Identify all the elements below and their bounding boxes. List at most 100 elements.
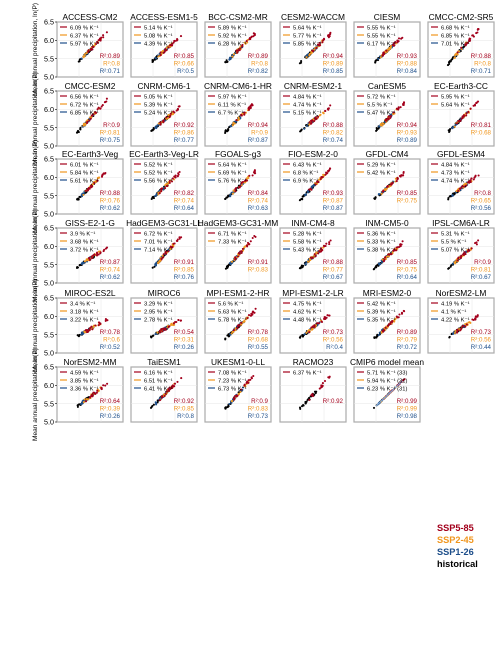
panel-title: CMCC-ESM2 <box>65 81 116 91</box>
data-point-ssp585 <box>89 326 92 330</box>
rate-label-ssp245: 6.85 % K⁻¹ <box>441 33 470 39</box>
rate-label-ssp245: 7.23 % K⁻¹ <box>218 378 247 384</box>
panel: CNRM-CM6-1 5.05 % K⁻¹ 5.39 % K⁻¹ 5.24 % K⁻¹… <box>130 81 198 147</box>
panel-title: CMCC-CM2-SR5 <box>429 12 494 22</box>
rate-label-ssp245: 2.95 % K⁻¹ <box>144 309 173 315</box>
y-tick-label: 6.0 <box>44 36 54 45</box>
rate-label-ssp245: 5.33 % K⁻¹ <box>367 239 396 245</box>
data-point-ssp585 <box>390 252 393 256</box>
data-point-ssp585 <box>402 309 405 312</box>
data-point-ssp585 <box>249 240 252 243</box>
data-point-ssp126 <box>451 194 454 197</box>
rate-label-ssp585: 3.4 % K⁻¹ <box>70 301 95 307</box>
data-point-ssp585 <box>325 242 328 245</box>
data-point-ssp245 <box>453 125 456 128</box>
rate-label-ssp585: 5.97 % K⁻¹ <box>218 94 247 100</box>
data-point-historical <box>151 334 154 337</box>
data-point-ssp585 <box>314 255 317 258</box>
data-points <box>447 239 480 270</box>
data-point-ssp585 <box>251 313 254 316</box>
data-point-ssp245 <box>231 55 234 58</box>
data-point-ssp585 <box>178 236 181 239</box>
data-point-ssp245 <box>381 122 384 125</box>
data-point-ssp585 <box>97 253 100 256</box>
data-point-ssp585 <box>253 311 256 314</box>
data-point-historical <box>300 60 303 63</box>
data-point-ssp585 <box>168 181 171 184</box>
panel-title: GISS-E2-1-G <box>65 218 115 228</box>
data-point-ssp585 <box>465 112 468 115</box>
rate-label-ssp585: 3.29 % K⁻¹ <box>144 301 173 307</box>
data-point-ssp585 <box>312 50 315 53</box>
panel: CMIP6 model mean 5.71 % K⁻¹ (33) 5.94 % K⁻… <box>350 357 424 423</box>
data-point-historical <box>451 56 454 59</box>
r2-label-ssp245: R²:0.76 <box>100 198 121 205</box>
rate-label-ssp245: 3.68 % K⁻¹ <box>70 239 99 245</box>
data-point-ssp585 <box>240 321 243 324</box>
r2-label-ssp245: R²:0.86 <box>174 130 195 137</box>
data-point-ssp585 <box>474 318 477 321</box>
data-point-ssp245 <box>394 177 397 180</box>
data-point-ssp585 <box>166 390 169 393</box>
data-point-historical <box>227 128 230 131</box>
panel: MRI-ESM2-0 5.42 % K⁻¹ 5.39 % K⁻¹ 5.35 % K⁻¹… <box>353 288 421 354</box>
data-point-ssp126 <box>80 57 83 60</box>
data-point-ssp585 <box>311 325 314 328</box>
data-point-ssp585 <box>320 248 323 251</box>
data-point-ssp245 <box>86 119 89 122</box>
rate-label-ssp585: 6.01 % K⁻¹ <box>70 162 99 168</box>
data-point-ssp585 <box>400 37 403 40</box>
data-point-ssp585 <box>386 185 389 188</box>
rate-label-ssp245: 4.1 % K⁻¹ <box>441 309 466 315</box>
y-axis-label: Mean annual precipitation, ln(P) <box>32 209 39 302</box>
rate-label-ssp126: 7.01 % K⁻¹ <box>441 41 470 47</box>
data-point-historical <box>304 402 307 405</box>
y-tick-label: 6.5 <box>44 155 54 164</box>
data-point-ssp585 <box>96 108 99 111</box>
data-point-ssp585 <box>402 102 405 105</box>
r2-label-ssp585: R²:0.82 <box>174 190 195 197</box>
data-point-ssp585 <box>243 113 246 116</box>
r2-label-ssp126: R²:0.87 <box>323 205 344 212</box>
rate-label-ssp585: 4.84 % K⁻¹ <box>441 162 470 168</box>
data-point-ssp245 <box>237 118 241 121</box>
data-point-ssp585 <box>388 323 391 326</box>
data-point-ssp585 <box>400 312 404 315</box>
data-point-ssp245 <box>237 116 240 119</box>
data-point-ssp585 <box>468 249 471 252</box>
data-point-ssp585 <box>326 172 329 175</box>
r2-label-ssp126: R²:0.82 <box>248 68 269 75</box>
data-point-historical <box>156 399 159 402</box>
rate-label-ssp585: 5.55 % K⁻¹ <box>367 25 396 31</box>
data-point-ssp585 <box>162 121 165 124</box>
data-points <box>151 236 183 269</box>
data-point-ssp585 <box>164 49 167 52</box>
data-point-ssp245 <box>384 188 387 192</box>
data-point-ssp585 <box>237 324 241 327</box>
panel: CESM2-WACCM 5.64 % K⁻¹ 5.77 % K⁻¹ 5.85 % K⁻… <box>279 12 347 78</box>
data-point-ssp585 <box>396 39 399 42</box>
data-point-ssp585 <box>86 330 89 334</box>
data-point-ssp585 <box>310 257 314 260</box>
r2-label-ssp245: R²:0.68 <box>248 337 269 344</box>
data-point-ssp585 <box>104 318 107 321</box>
data-point-ssp585 <box>462 115 465 118</box>
data-point-ssp585 <box>168 179 171 182</box>
rate-label-ssp585: 5.05 % K⁻¹ <box>144 94 173 100</box>
data-point-ssp245 <box>243 41 246 44</box>
data-point-ssp585 <box>459 329 462 332</box>
data-points <box>224 374 255 410</box>
y-axis-label: Mean annual precipitation, ln(P) <box>32 140 39 233</box>
rate-label-ssp585: 7.08 % K⁻¹ <box>218 370 247 376</box>
data-point-ssp126 <box>156 124 159 127</box>
data-point-ssp585 <box>241 247 244 250</box>
data-point-ssp585 <box>253 33 256 36</box>
data-point-ssp585 <box>89 186 93 189</box>
data-point-ssp245 <box>455 190 458 193</box>
y-tick-label: 6.5 <box>44 294 54 303</box>
rate-label-ssp245: 3.18 % K⁻¹ <box>70 309 99 315</box>
r2-label-ssp245: R²:0.75 <box>397 198 418 205</box>
data-point-ssp585 <box>249 106 252 109</box>
